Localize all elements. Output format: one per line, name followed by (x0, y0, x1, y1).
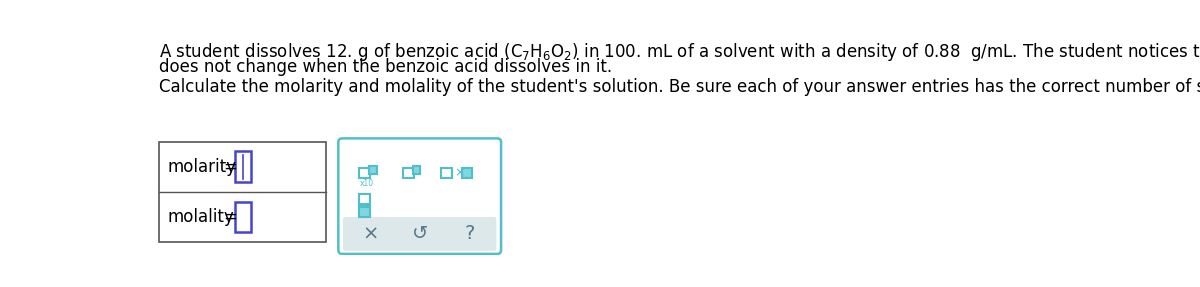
Text: ×: × (454, 166, 464, 180)
Text: ↺: ↺ (412, 224, 428, 243)
Bar (462, 168, 473, 179)
Text: =: = (223, 158, 236, 176)
Bar (442, 168, 452, 179)
Bar (235, 201, 251, 232)
Text: x10: x10 (360, 179, 374, 188)
Bar (359, 207, 370, 217)
FancyBboxPatch shape (343, 217, 497, 251)
Text: molarity: molarity (167, 158, 236, 176)
Text: A student dissolves 12. g of benzoic acid $\left(\mathregular{C_7H_6O_2}\right)$: A student dissolves 12. g of benzoic aci… (160, 40, 1200, 63)
Text: ×: × (362, 224, 378, 243)
Bar (235, 152, 251, 182)
Text: =: = (223, 208, 236, 226)
Bar (359, 194, 370, 204)
Bar (403, 168, 414, 179)
Bar (359, 168, 370, 179)
Text: ?: ? (464, 224, 474, 243)
Bar (160, 142, 326, 242)
Text: Calculate the molarity and molality of the student's solution. Be sure each of y: Calculate the molarity and molality of t… (160, 77, 1200, 96)
Bar (370, 166, 377, 174)
FancyBboxPatch shape (338, 138, 502, 254)
Text: molality: molality (167, 208, 234, 226)
Text: does not change when the benzoic acid dissolves in it.: does not change when the benzoic acid di… (160, 57, 612, 75)
Bar (413, 166, 420, 174)
